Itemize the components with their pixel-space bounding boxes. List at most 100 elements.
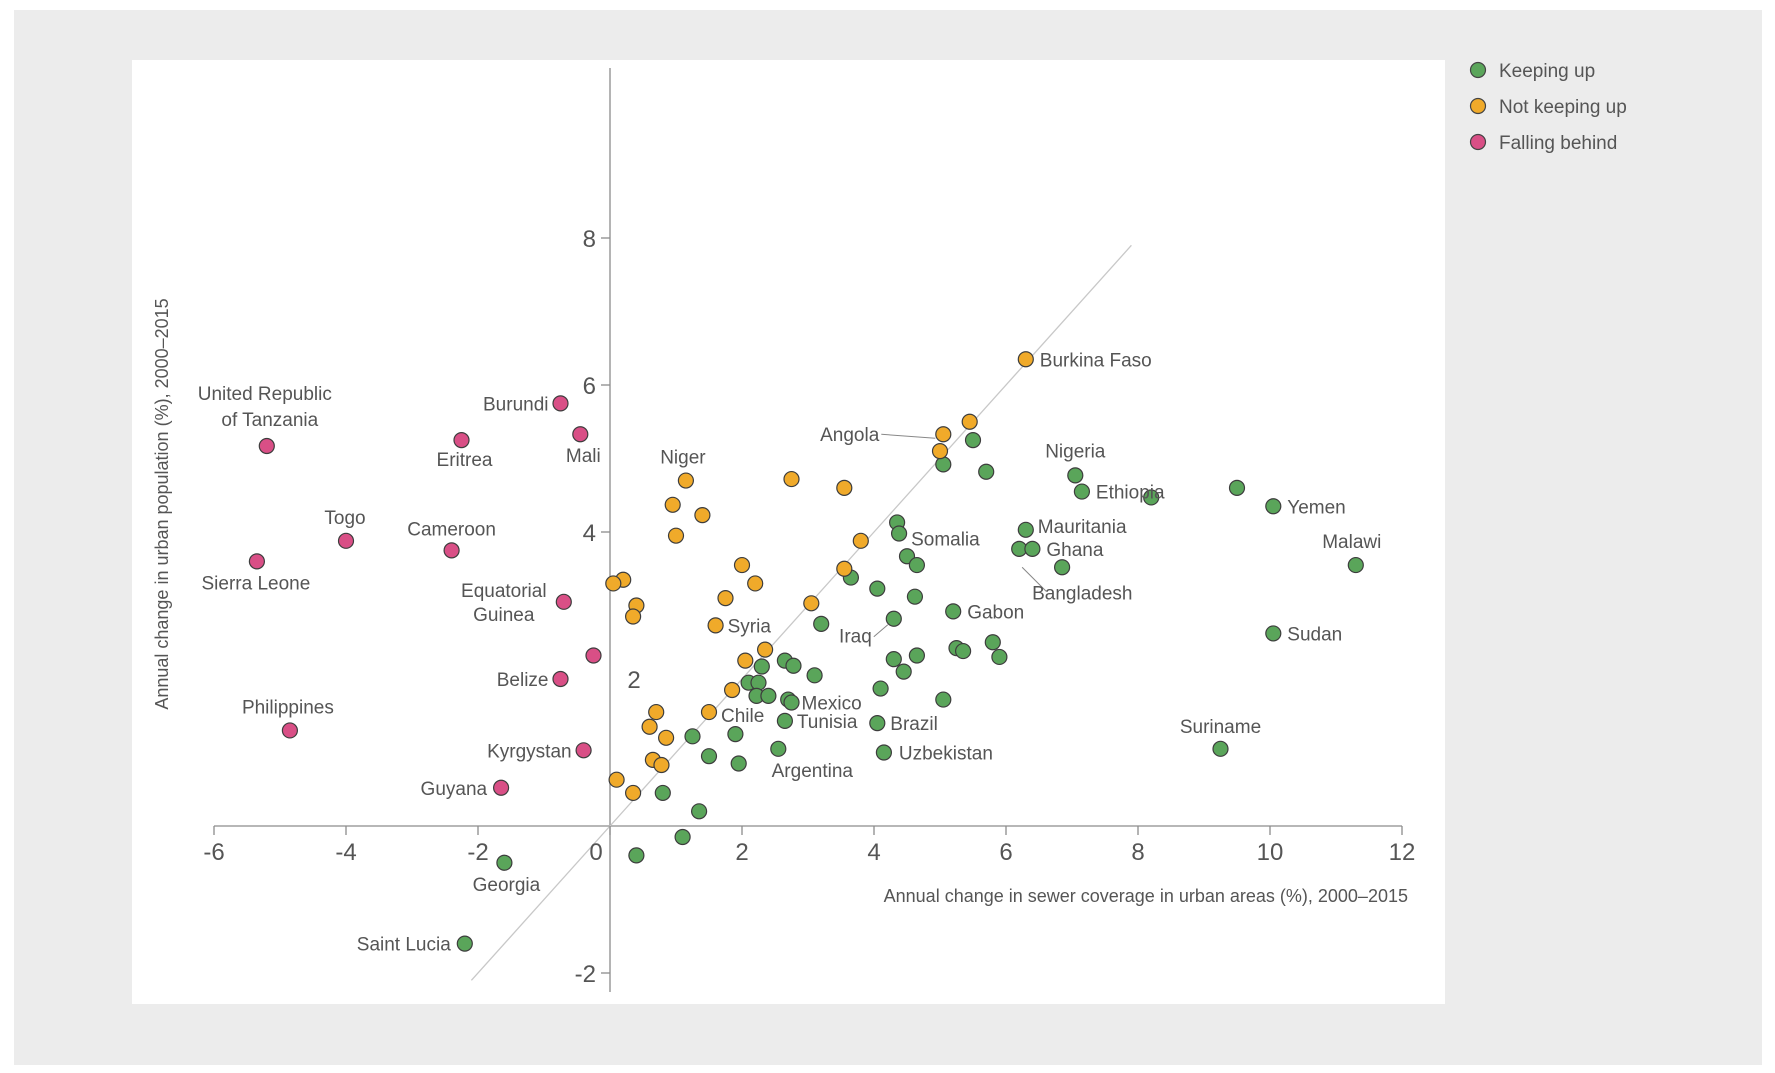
data-point-syria [707,617,724,634]
data-point [753,658,770,675]
x-tick-label: 8 [1131,839,1144,866]
legend-item-keeping-up: Keeping up [1469,61,1595,82]
data-point [657,729,675,746]
x-tick-label: 6 [999,839,1012,866]
x-tick-label: 10 [1257,839,1284,866]
data-point [641,718,658,735]
data-point [737,652,754,669]
x-tick-label: -4 [335,839,356,866]
data-point [648,703,665,721]
data-point [908,556,926,574]
data-point [813,615,830,632]
point-label-burundi: Burundi [483,394,549,415]
data-point [852,532,869,549]
data-point-mauritania [1017,521,1034,538]
data-point-burkina-faso [1017,351,1034,368]
data-point [785,657,802,674]
point-label-yemen: Yemen [1287,497,1345,518]
ticks: -6 -4 -2 0 2 4 6 8 10 12 -2 2 4 6 8 [203,226,1415,988]
data-point [605,575,622,592]
y-tick-label: 2 [627,667,640,694]
point-label-angola: Angola [820,425,880,446]
data-point [931,443,949,460]
data-point-mali [572,426,589,443]
point-label-uzbekistan: Uzbekistan [899,744,993,765]
point-label-togo: Togo [324,508,365,529]
data-point-mexico [783,694,800,711]
data-point [747,575,764,592]
point-label-ghana: Ghana [1046,540,1103,561]
y-tick-label: 4 [583,520,596,547]
point-label-gabon: Gabon [967,602,1024,623]
data-point [624,608,642,625]
point-label-suriname: Suriname [1180,717,1261,738]
legend: Keeping up Not keeping up Falling behind [1469,61,1627,154]
reference-line [470,244,1132,981]
data-point-georgia [496,854,513,871]
x-tick-label: 2 [735,839,748,866]
point-label-sierra-leone: Sierra Leone [202,573,311,594]
data-point [935,456,952,473]
point-label-burkina-faso: Burkina Faso [1040,350,1152,371]
series-keeping-up [456,432,1364,952]
x-tick-label: 0 [589,839,602,866]
data-point [733,556,751,574]
data-point-ethiopia [1073,483,1091,500]
data-point [991,648,1008,666]
data-point-argentina [770,740,787,757]
point-label-ethiopia: Ethiopia [1096,483,1165,504]
y-axis-title: Annual change in urban population (%), 2… [152,298,172,709]
point-label-belize: Belize [497,670,549,691]
data-point-malawi [1347,556,1364,574]
data-point-nigeria [1067,467,1084,484]
point-label-eritrea: Eritrea [437,450,493,471]
data-point [935,691,952,708]
legend-marker-falling-behind [1469,133,1487,151]
data-point-equatorial-guinea [555,593,572,610]
point-label-mexico: Mexico [802,694,862,715]
data-point [869,580,886,597]
data-point [836,479,853,496]
data-point [1228,479,1246,496]
data-point-philippines [281,722,298,739]
x-tick-label: 4 [867,839,880,866]
data-point-sierra-leone [248,553,265,570]
data-point-angola [935,426,952,443]
point-label-georgia: Georgia [473,875,541,896]
point-labels: Nigeria Ethiopia Yemen Malawi MauritaniaGhan… [198,350,1382,955]
data-point-sudan [1265,625,1282,642]
point-label-kyrgystan: Kyrgystan [487,741,571,762]
point-label-united-republic-of-tanzania: United Republic of Tanzania [198,384,332,431]
point-label-equatorial-guinea: Equatorial Guinea [461,581,547,626]
data-point-ghana [1024,540,1041,558]
data-point [984,634,1001,651]
point-label-saint-lucia: Saint Lucia [357,935,451,956]
point-label-iraq: Iraq [839,627,872,648]
x-axis-title: Annual change in sewer coverage in urban… [884,886,1408,906]
data-point-togo [337,532,355,549]
label-leader-iraq [873,624,889,638]
data-point-brazil [869,714,886,732]
data-point [954,642,972,660]
data-point [653,756,670,774]
point-label-somalia: Somalia [911,529,980,550]
plot-panel [132,60,1445,1004]
y-tick-label: -2 [575,961,596,988]
axes [214,68,1402,992]
data-point-burundi [552,395,569,412]
data-point [961,413,978,430]
data-point [885,651,902,668]
label-leader-angola [881,433,936,439]
data-point [906,588,924,605]
x-tick-label: -6 [203,839,224,866]
data-point [608,771,625,788]
data-point [667,527,685,544]
data-points [248,351,1364,952]
data-point-belize [552,670,569,688]
series-not-keeping-up [605,351,1034,802]
x-tick-label: 12 [1389,839,1416,866]
legend-item-falling-behind: Falling behind [1469,133,1617,154]
data-point [1143,489,1160,506]
legend-marker-not-keeping-up [1469,97,1487,115]
data-point-saint-lucia [456,935,473,952]
